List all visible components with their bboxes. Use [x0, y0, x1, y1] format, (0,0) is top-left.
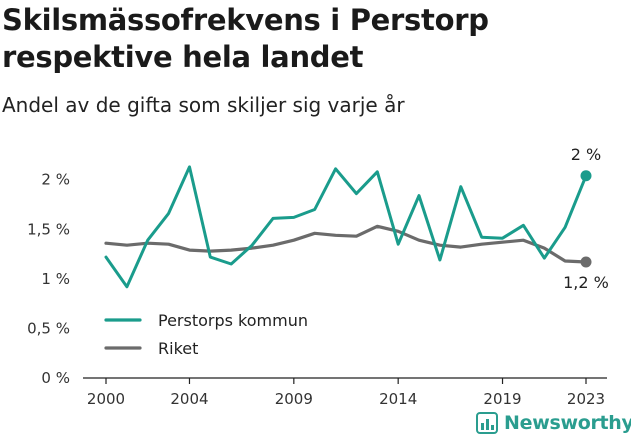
end-point-perstorps-kommun: [580, 170, 592, 182]
newsworthy-brand: Newsworthy: [476, 410, 631, 436]
chart-title: Skilsmässofrekvens i Perstorp respektive…: [2, 3, 489, 74]
end-point-riket: [580, 256, 592, 268]
end-label-riket: 1,2 %: [563, 273, 609, 292]
series-line-riket: [104, 224, 588, 264]
x-tick-label: 2009: [275, 390, 313, 408]
legend: Perstorps kommun Riket: [104, 311, 308, 358]
legend-label-perstorps-kommun: Perstorps kommun: [158, 311, 308, 330]
y-tick-label: 0 %: [41, 369, 70, 387]
chart-subtitle: Andel av de gifta som skiljer sig varje …: [2, 93, 405, 117]
x-tick-label: 2019: [483, 390, 521, 408]
y-tick-label: 1,5 %: [27, 220, 70, 238]
x-tick-label: 2004: [170, 390, 208, 408]
y-tick-label: 1 %: [41, 270, 70, 288]
x-tick-label: 2023: [567, 390, 605, 408]
series-line-perstorps-kommun: [104, 165, 588, 289]
end-label-perstorps-kommun: 2 %: [571, 145, 601, 164]
x-axis: 2000 2004 2009 2014 2019 2023: [83, 377, 607, 408]
legend-label-riket: Riket: [158, 339, 198, 358]
y-tick-label: 0,5 %: [27, 319, 70, 337]
brand-name: Newsworthy: [504, 412, 631, 434]
y-axis-ticks: 0 % 0,5 % 1 % 1,5 % 2 %: [27, 171, 70, 387]
series-lines: 1,2 % 2 %: [104, 145, 609, 292]
x-tick-label: 2014: [379, 390, 417, 408]
y-tick-label: 2 %: [41, 171, 70, 189]
newsworthy-logo-icon: [476, 412, 498, 434]
x-tick-label: 2000: [87, 390, 125, 408]
